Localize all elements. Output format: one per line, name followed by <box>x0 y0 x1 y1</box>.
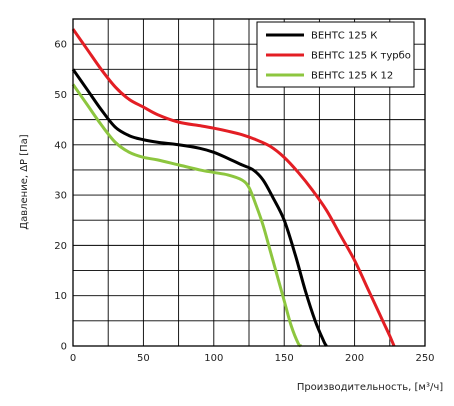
x-tick-label: 150 <box>275 353 294 364</box>
y-tick-label: 60 <box>54 40 67 51</box>
y-tick-label: 50 <box>54 90 67 101</box>
y-tick-label: 0 <box>61 342 67 353</box>
y-tick-label: 20 <box>54 241 67 252</box>
series-line-1 <box>71 28 396 347</box>
legend: ВЕНТС 125 К ВЕНТС 125 К турбо ВЕНТС 125 … <box>256 21 415 88</box>
legend-label-2: ВЕНТС 125 К 12 <box>311 71 393 82</box>
y-tick-label: 40 <box>54 140 67 151</box>
series-lines <box>71 28 396 348</box>
y-axis-label: Давление, ΔP [Па] <box>19 134 30 230</box>
plot-frame <box>72 18 426 347</box>
x-axis-label: Производительность, [м³/ч] <box>297 382 443 393</box>
x-tick-label: 250 <box>415 353 434 364</box>
tick-labels: 0 50 100 150 200 250 0 10 20 30 40 50 60 <box>54 40 434 364</box>
legend-label-0: ВЕНТС 125 К <box>311 31 377 42</box>
series-line-2 <box>71 83 303 348</box>
legend-label-1: ВЕНТС 125 К турбо <box>311 51 411 62</box>
x-tick-label: 100 <box>204 353 223 364</box>
y-tick-label: 10 <box>54 291 67 302</box>
x-tick-label: 200 <box>345 353 364 364</box>
x-tick-label: 50 <box>137 353 150 364</box>
x-tick-label: 0 <box>70 353 76 364</box>
series-line-0 <box>71 68 328 347</box>
y-tick-label: 30 <box>54 191 67 202</box>
